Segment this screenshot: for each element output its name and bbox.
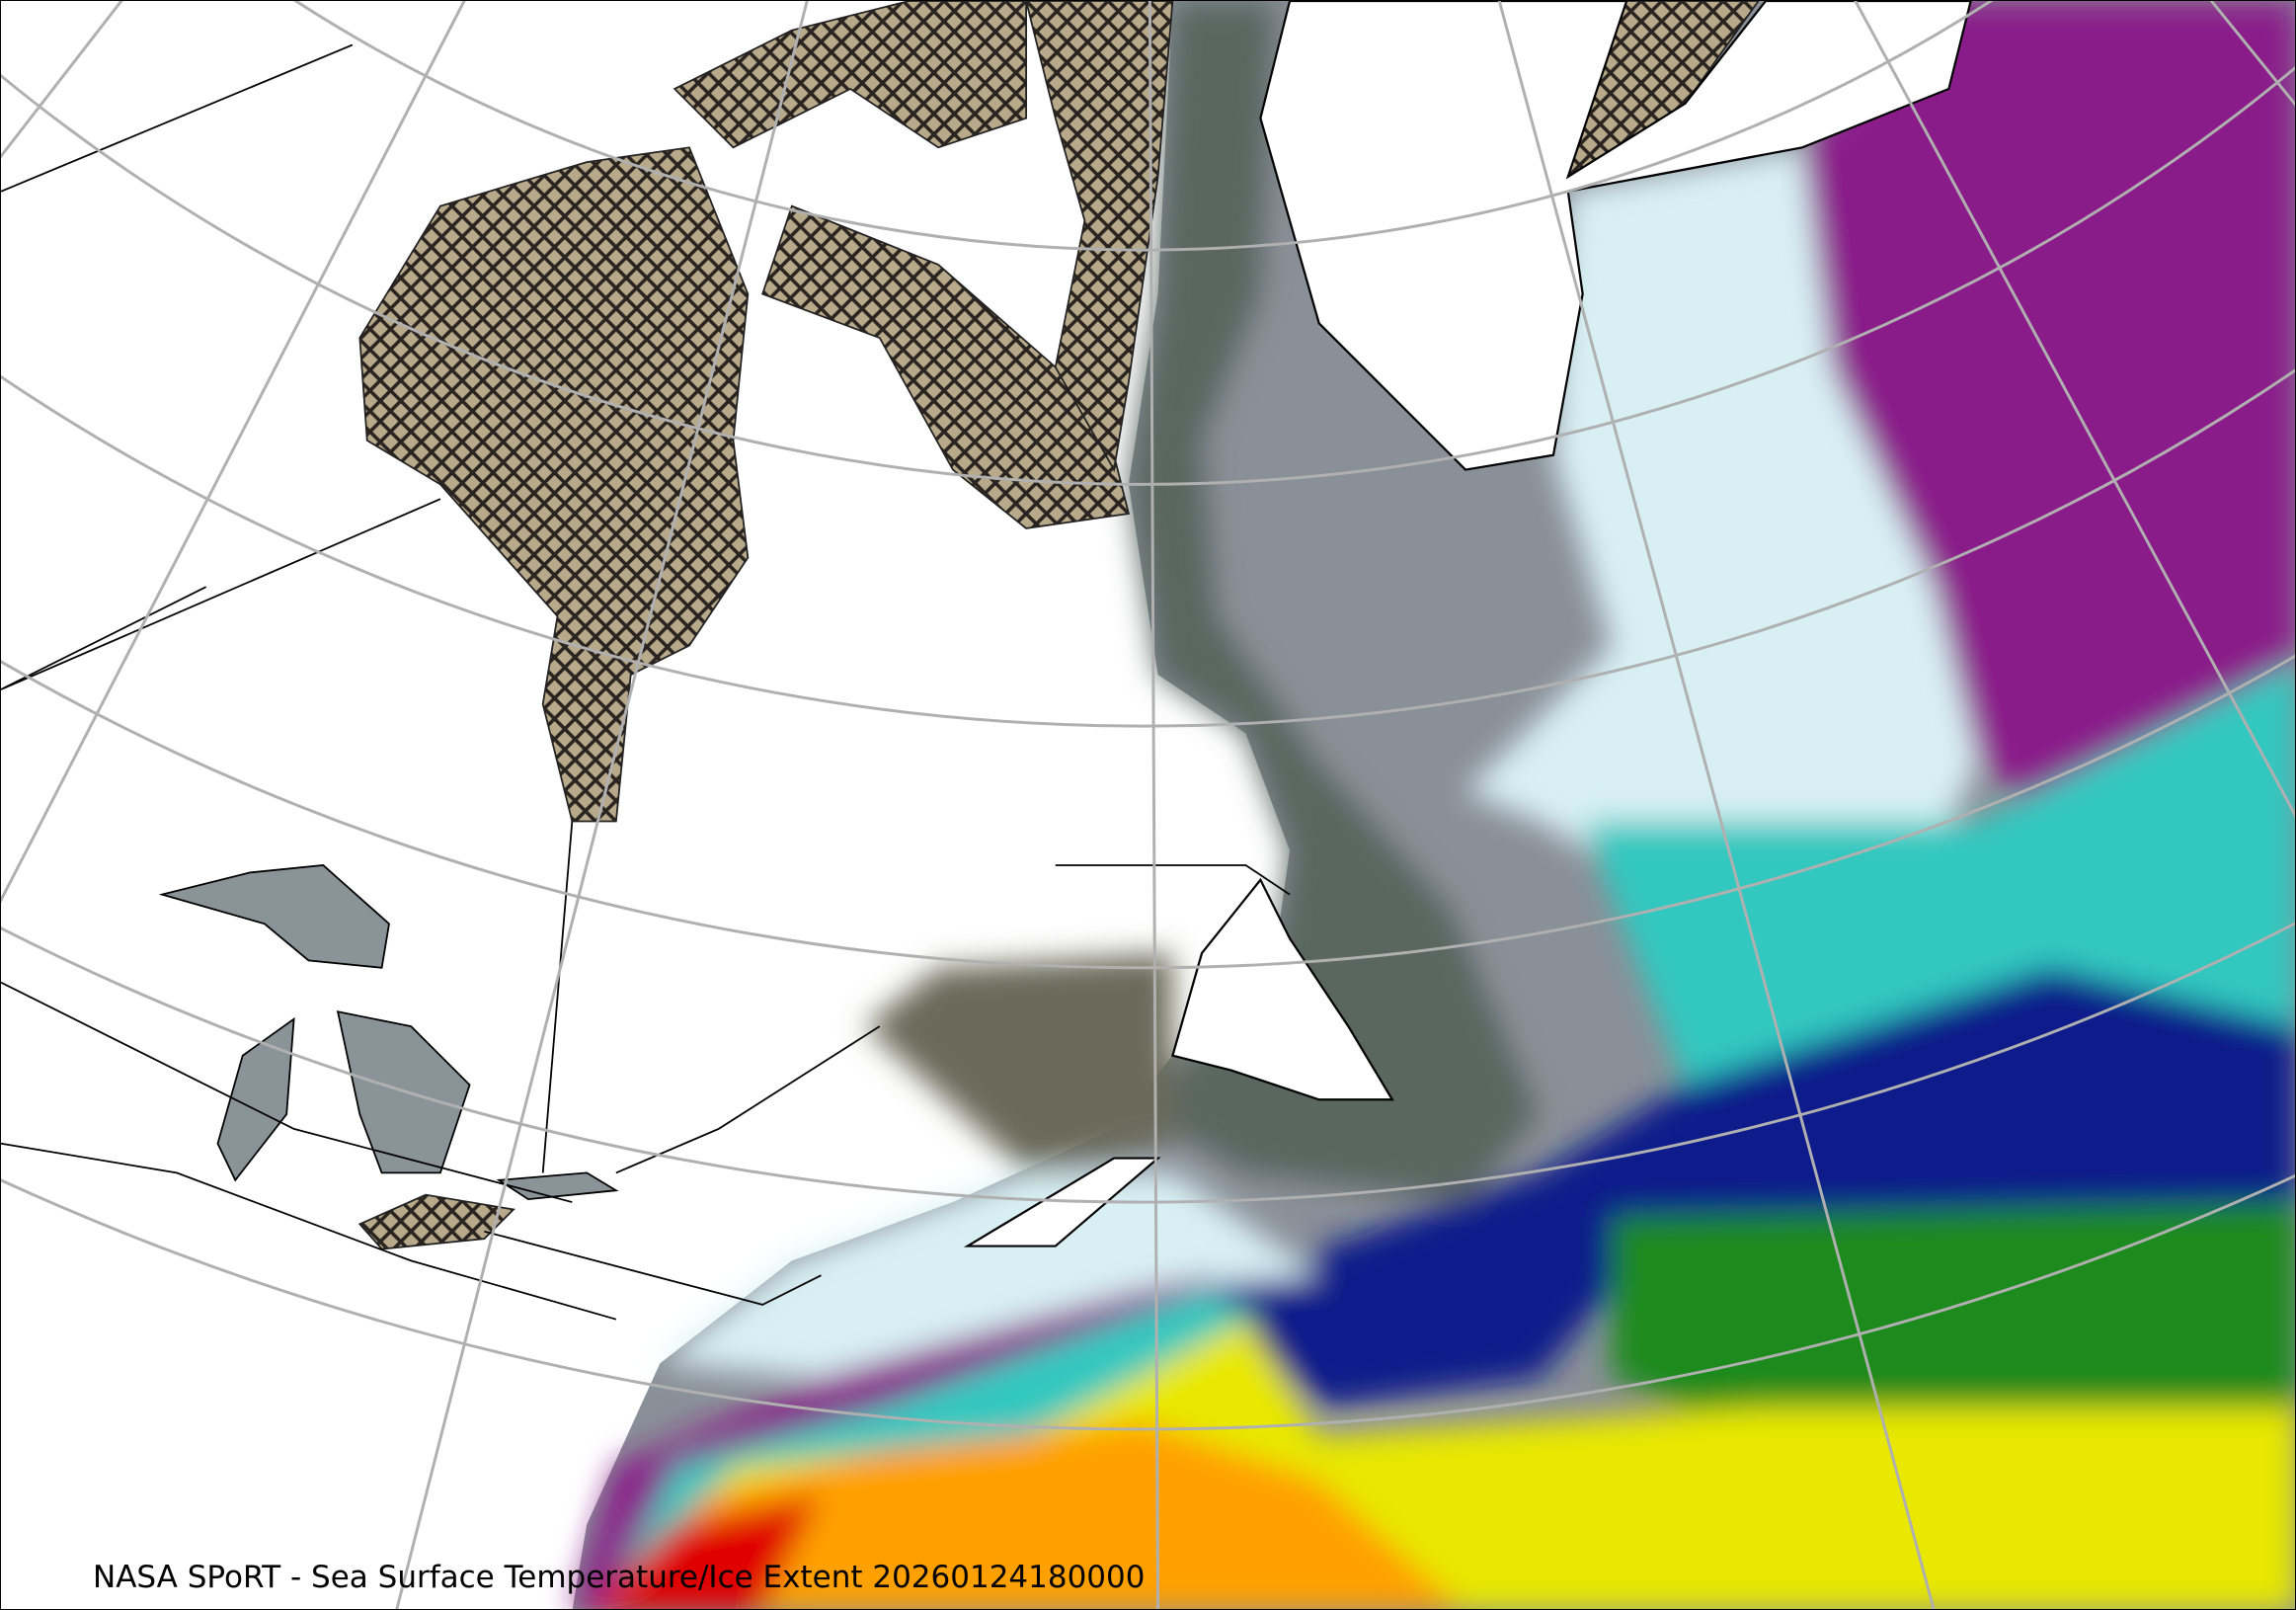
navy-water-region: [1202, 967, 2295, 1408]
gulf-st-lawrence-water: [864, 952, 1173, 1173]
lake-erie-ice: [357, 1193, 515, 1250]
coastal-water-region: [1128, 1, 1540, 1203]
cold-water-region: [1465, 147, 1979, 910]
lake-michigan: [216, 1016, 295, 1182]
slope-water-teal: [615, 1290, 1261, 1583]
gulf-stream-orange: [617, 1421, 1464, 1609]
coldest-water-region: [1802, 1, 2295, 880]
lake-ontario: [496, 1171, 619, 1201]
foxe-basin-ice: [673, 1, 1027, 149]
gulf-of-maine-water: [660, 1172, 1319, 1379]
hudson-bay-ice: [358, 146, 750, 823]
ice-extent: [357, 1, 1760, 1250]
map-caption: NASA SPoRT - Sea Surface Temperature/Ice…: [93, 1560, 1146, 1595]
newfoundland: [1171, 877, 1394, 1101]
greenland: [1259, 1, 1972, 471]
hudson-strait-ice: [761, 204, 1131, 529]
green-water-region: [1612, 1202, 2295, 1437]
ocean-temperature-field: [572, 1, 2295, 1609]
baffin-bay-ice: [1025, 1, 1174, 473]
political-borders: [1, 43, 1291, 1321]
lake-superior: [158, 864, 390, 969]
gulf-stream-red: [589, 1494, 822, 1609]
